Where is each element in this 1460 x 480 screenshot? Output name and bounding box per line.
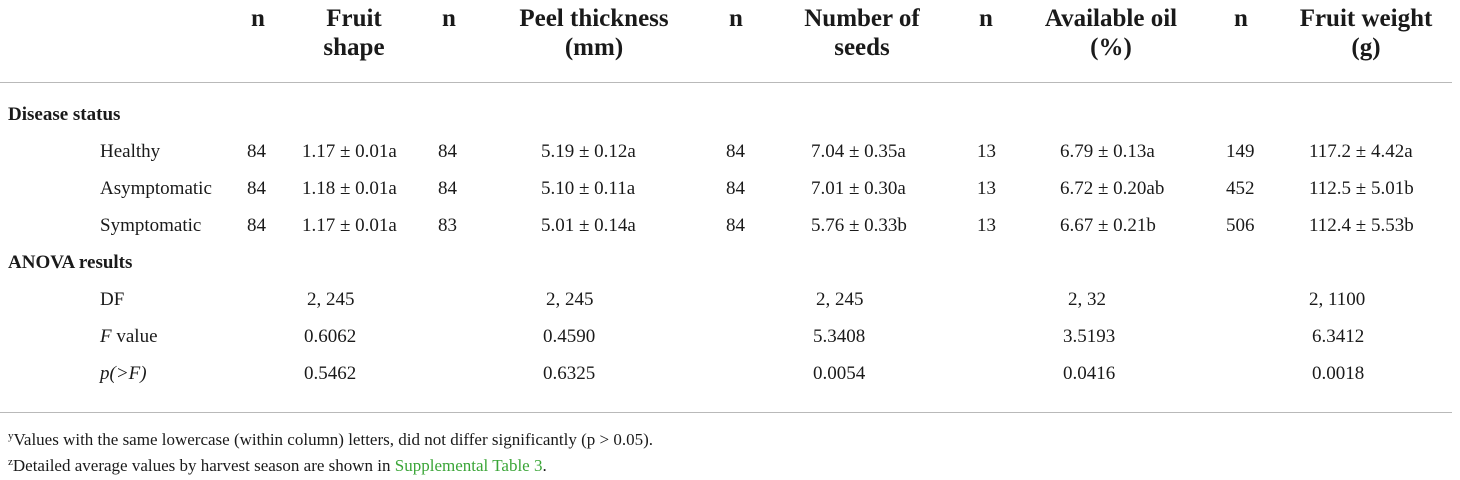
header-fruit-weight-line2: (g)	[1351, 34, 1381, 61]
row-label-healthy: Healthy	[100, 141, 161, 162]
cell-oil: 0.0416	[1063, 363, 1116, 384]
header-peel-thickness-line2: (mm)	[564, 34, 624, 61]
cell-peel: 5.19 ± 0.12a	[541, 141, 636, 162]
cell-seeds: 7.04 ± 0.35a	[811, 141, 906, 162]
section-anova-results: ANOVA results	[8, 252, 133, 273]
cell-weight: 117.2 ± 4.42a	[1309, 141, 1413, 162]
table-bottom-rule	[0, 412, 1452, 413]
cell-n4: 13	[977, 178, 996, 199]
row-label-p-value: p(>F)	[100, 362, 147, 386]
cell-n4: 13	[977, 215, 996, 236]
section-disease-status: Disease status	[8, 104, 121, 125]
cell-oil: 2, 32	[1068, 289, 1106, 310]
cell-weight: 0.0018	[1312, 363, 1365, 384]
cell-fruit-shape: 1.17 ± 0.01a	[302, 141, 397, 162]
cell-n2: 84	[438, 178, 457, 199]
footnote-y: yValues with the same lowercase (within …	[8, 425, 653, 451]
cell-peel: 0.4590	[543, 326, 596, 347]
cell-peel: 2, 245	[546, 289, 594, 310]
header-n-3: n	[729, 5, 743, 32]
row-label-f-rest: value	[111, 326, 158, 347]
cell-seeds: 0.0054	[813, 363, 866, 384]
header-number-of-seeds-line2: seeds	[834, 34, 890, 61]
header-fruit-weight: Fruit weight (g)	[1286, 4, 1446, 62]
header-n-5: n	[1234, 5, 1248, 32]
cell-seeds: 5.3408	[813, 326, 866, 347]
cell-fruit-shape: 0.5462	[304, 363, 357, 384]
cell-oil: 6.79 ± 0.13a	[1060, 141, 1155, 162]
row-label-asymptomatic: Asymptomatic	[100, 178, 212, 199]
footnote-z: zDetailed average values by harvest seas…	[8, 451, 547, 477]
cell-fruit-shape: 1.17 ± 0.01a	[302, 215, 397, 236]
header-n-4: n	[979, 5, 993, 32]
cell-n2: 84	[438, 141, 457, 162]
header-fruit-weight-line1: Fruit weight	[1299, 5, 1433, 32]
header-fruit-shape-line1: Fruit	[326, 5, 382, 32]
footnote-z-end: .	[542, 456, 547, 475]
header-available-oil-line2: (%)	[1090, 34, 1132, 61]
header-bottom-rule	[0, 82, 1452, 83]
cell-n4: 13	[977, 141, 996, 162]
cell-fruit-shape: 0.6062	[304, 326, 357, 347]
cell-n5: 452	[1226, 178, 1255, 199]
cell-weight: 112.4 ± 5.53b	[1309, 215, 1414, 236]
cell-n5: 149	[1226, 141, 1255, 162]
footnote-z-text: Detailed average values by harvest seaso…	[12, 456, 395, 475]
cell-fruit-shape: 1.18 ± 0.01a	[302, 178, 397, 199]
cell-n1: 84	[247, 215, 266, 236]
header-fruit-shape: Fruit shape	[294, 4, 414, 62]
cell-n1: 84	[247, 141, 266, 162]
cell-peel: 0.6325	[543, 363, 596, 384]
cell-n5: 506	[1226, 215, 1255, 236]
footnote-y-marker: y	[8, 430, 14, 442]
cell-oil: 6.72 ± 0.20ab	[1060, 178, 1165, 199]
cell-weight: 6.3412	[1312, 326, 1365, 347]
cell-oil: 6.67 ± 0.21b	[1060, 215, 1156, 236]
supplemental-table-link[interactable]: Supplemental Table 3	[394, 456, 543, 475]
header-peel-thickness: Peel thickness (mm)	[494, 4, 694, 62]
header-fruit-shape-line2: shape	[323, 34, 385, 61]
cell-weight: 112.5 ± 5.01b	[1309, 178, 1414, 199]
header-n-1: n	[251, 5, 265, 32]
footnote-y-text: Values with the same lowercase (within c…	[13, 430, 654, 449]
header-peel-thickness-line1: Peel thickness	[519, 5, 669, 32]
cell-oil: 3.5193	[1063, 326, 1116, 347]
cell-seeds: 7.01 ± 0.30a	[811, 178, 906, 199]
row-label-symptomatic: Symptomatic	[100, 215, 202, 236]
footnote-z-marker: z	[8, 456, 13, 468]
cell-n3: 84	[726, 178, 745, 199]
cell-n2: 83	[438, 215, 457, 236]
cell-n3: 84	[726, 215, 745, 236]
cell-peel: 5.01 ± 0.14a	[541, 215, 636, 236]
header-number-of-seeds: Number of seeds	[782, 4, 942, 62]
cell-seeds: 2, 245	[816, 289, 864, 310]
header-available-oil: Available oil (%)	[1026, 4, 1196, 62]
cell-n1: 84	[247, 178, 266, 199]
row-label-df: DF	[100, 289, 125, 310]
row-label-f-value: F value	[100, 325, 158, 349]
cell-fruit-shape: 2, 245	[307, 289, 355, 310]
row-label-f-italic: F	[100, 326, 112, 347]
cell-weight: 2, 1100	[1309, 289, 1366, 310]
header-available-oil-line1: Available oil	[1044, 5, 1178, 32]
cell-n3: 84	[726, 141, 745, 162]
cell-peel: 5.10 ± 0.11a	[541, 178, 636, 199]
header-n-2: n	[442, 5, 456, 32]
header-number-of-seeds-line1: Number of	[804, 5, 920, 32]
row-label-p-italic: p(>F)	[100, 363, 147, 384]
cell-seeds: 5.76 ± 0.33b	[811, 215, 907, 236]
